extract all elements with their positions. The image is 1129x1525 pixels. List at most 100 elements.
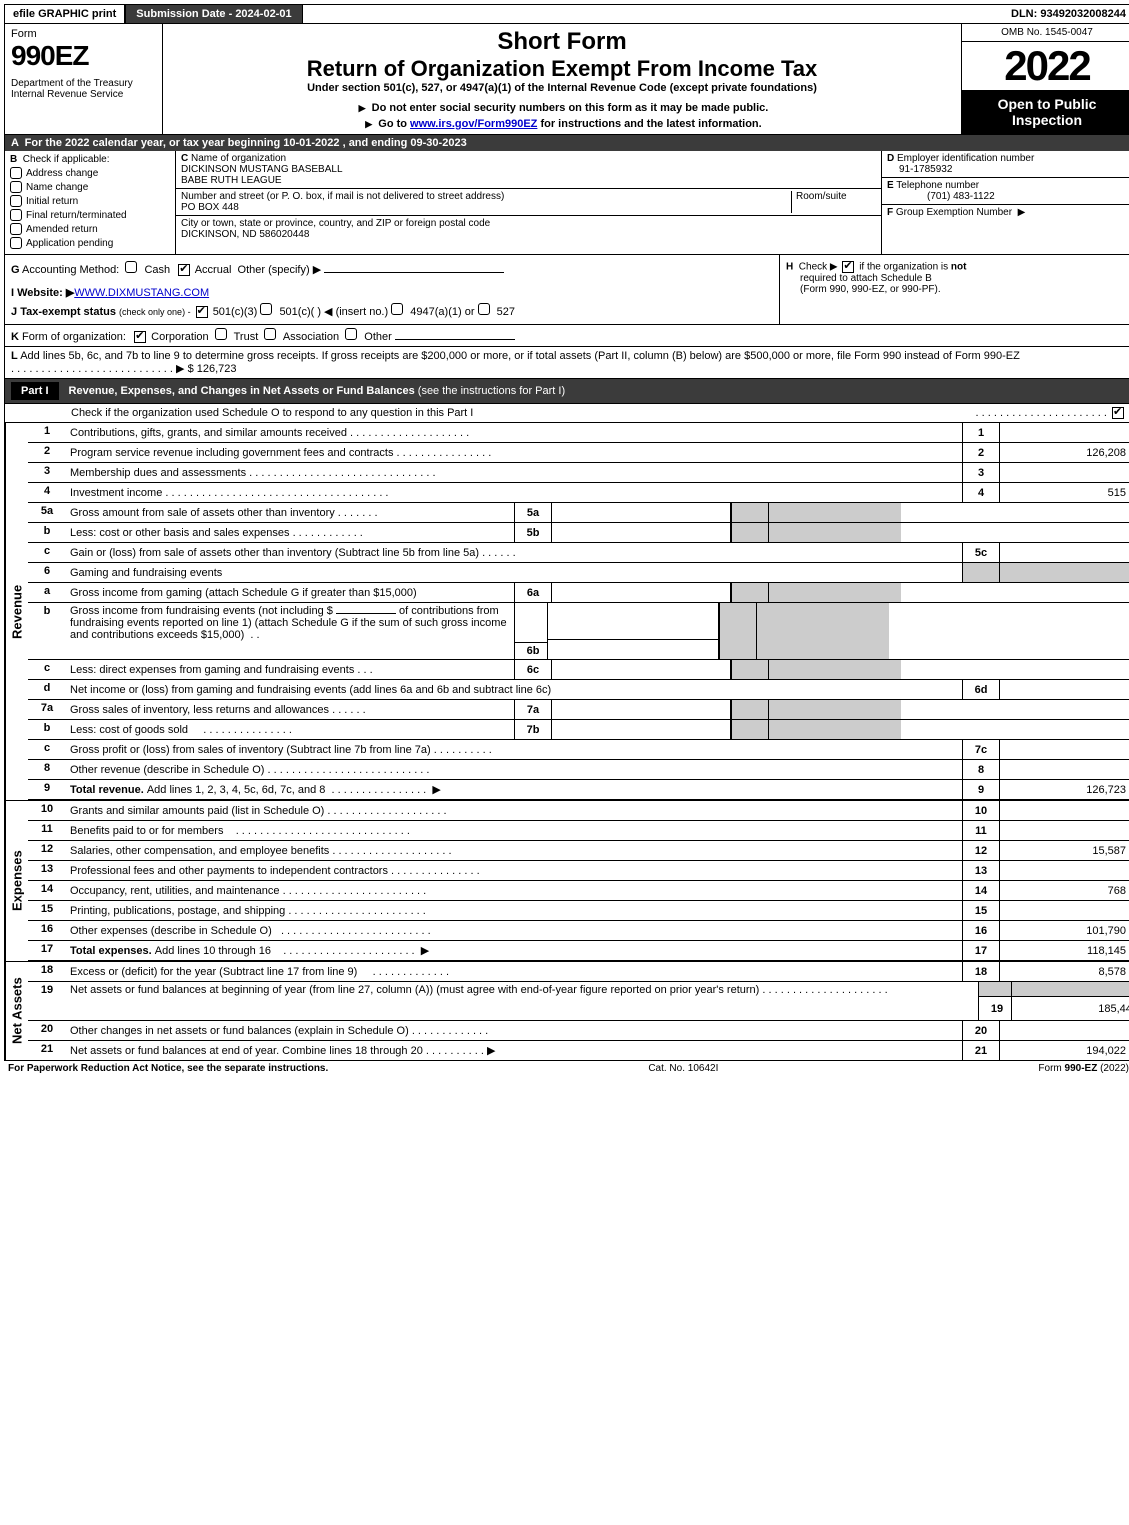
line-6b: b Gross income from fundraising events (… (28, 603, 1129, 660)
part-1-header: Part I Revenue, Expenses, and Changes in… (4, 379, 1129, 404)
revenue-section: Revenue 1 Contributions, gifts, grants, … (4, 423, 1129, 800)
checkbox-name-change[interactable] (10, 181, 22, 193)
line-21: 21 Net assets or fund balances at end of… (28, 1041, 1129, 1060)
checkbox-accrual[interactable] (178, 264, 190, 276)
row-k: K Form of organization: Corporation Trus… (4, 325, 1129, 347)
subtitle: Under section 501(c), 527, or 4947(a)(1)… (169, 82, 955, 94)
column-def: D Employer identification number 91-1785… (881, 151, 1129, 254)
line-9: 9 Total revenue. Add lines 1, 2, 3, 4, 5… (28, 780, 1129, 800)
checkbox-schedule-b[interactable] (842, 261, 854, 273)
column-b: B Check if applicable: Address change Na… (5, 151, 176, 254)
line-5b: b Less: cost or other basis and sales ex… (28, 523, 1129, 543)
top-bar: efile GRAPHIC print Submission Date - 20… (4, 4, 1129, 24)
catalog-number: Cat. No. 10642I (648, 1063, 718, 1074)
tax-year: 2022 (962, 42, 1129, 90)
net-assets-section: Net Assets 18 Excess or (deficit) for th… (4, 961, 1129, 1061)
form-footer-label: Form 990-EZ (2022) (1038, 1063, 1129, 1074)
department-label: Department of the Treasury Internal Reve… (11, 78, 156, 100)
line-11: 11 Benefits paid to or for members . . .… (28, 821, 1129, 841)
checkbox-initial-return[interactable] (10, 195, 22, 207)
checkbox-cash[interactable] (125, 261, 137, 273)
page-footer: For Paperwork Reduction Act Notice, see … (4, 1061, 1129, 1076)
line-5c: c Gain or (loss) from sale of assets oth… (28, 543, 1129, 563)
warning-2: Go to www.irs.gov/Form990EZ for instruct… (169, 118, 955, 130)
form-header: Form 990EZ Department of the Treasury In… (4, 24, 1129, 135)
header-left: Form 990EZ Department of the Treasury In… (5, 24, 163, 134)
omb-number: OMB No. 1545-0047 (962, 24, 1129, 42)
line-5a: 5a Gross amount from sale of assets othe… (28, 503, 1129, 523)
column-c: C Name of organization DICKINSON MUSTANG… (176, 151, 881, 254)
line-7a: 7a Gross sales of inventory, less return… (28, 700, 1129, 720)
line-13: 13 Professional fees and other payments … (28, 861, 1129, 881)
line-20: 20 Other changes in net assets or fund b… (28, 1021, 1129, 1041)
checkbox-corporation[interactable] (134, 331, 146, 343)
line-10: 10 Grants and similar amounts paid (list… (28, 801, 1129, 821)
part-1-check: Check if the organization used Schedule … (4, 404, 1129, 423)
line-7c: c Gross profit or (loss) from sales of i… (28, 740, 1129, 760)
line-3: 3 Membership dues and assessments . . . … (28, 463, 1129, 483)
section-bcdef: B Check if applicable: Address change Na… (4, 151, 1129, 255)
form-number: 990EZ (11, 40, 156, 72)
org-name: DICKINSON MUSTANG BASEBALL BABE RUTH LEA… (181, 164, 343, 186)
dln-label: DLN: 93492032008244 (1005, 5, 1129, 23)
checkbox-final-return[interactable] (10, 209, 22, 221)
expenses-section: Expenses 10 Grants and similar amounts p… (4, 800, 1129, 961)
open-to-public: Open to Public Inspection (962, 90, 1129, 134)
org-address: PO BOX 448 (181, 202, 239, 213)
top-left: efile GRAPHIC print Submission Date - 20… (5, 5, 303, 23)
form-word: Form (11, 28, 156, 40)
org-city: DICKINSON, ND 586020448 (181, 229, 309, 240)
net-assets-side-label: Net Assets (5, 962, 28, 1060)
line-8: 8 Other revenue (describe in Schedule O)… (28, 760, 1129, 780)
accounting-method: G Accounting Method: Cash Accrual Other … (5, 255, 779, 324)
short-form-title: Short Form (169, 28, 955, 56)
phone-value: (701) 483-1122 (887, 191, 995, 202)
checkbox-schedule-o[interactable] (1112, 407, 1124, 419)
line-17: 17 Total expenses. Add lines 10 through … (28, 941, 1129, 961)
checkbox-501c[interactable] (260, 303, 272, 315)
checkbox-trust[interactable] (215, 328, 227, 340)
checkbox-other[interactable] (345, 328, 357, 340)
header-center: Short Form Return of Organization Exempt… (163, 24, 962, 134)
line-16: 16 Other expenses (describe in Schedule … (28, 921, 1129, 941)
revenue-side-label: Revenue (5, 423, 28, 800)
line-7b: b Less: cost of goods sold . . . . . . .… (28, 720, 1129, 740)
header-right: OMB No. 1545-0047 2022 Open to Public In… (962, 24, 1129, 134)
irs-link[interactable]: www.irs.gov/Form990EZ (410, 118, 537, 130)
line-12: 12 Salaries, other compensation, and emp… (28, 841, 1129, 861)
paperwork-notice: For Paperwork Reduction Act Notice, see … (8, 1063, 328, 1074)
arrow-icon (362, 118, 375, 130)
submission-date-button[interactable]: Submission Date - 2024-02-01 (126, 5, 302, 23)
arrow-icon (356, 102, 369, 114)
line-2: 2 Program service revenue including gove… (28, 443, 1129, 463)
row-a-period: A For the 2022 calendar year, or tax yea… (4, 135, 1129, 151)
checkbox-association[interactable] (264, 328, 276, 340)
gross-receipts-amount: $ 126,723 (188, 363, 237, 375)
return-title: Return of Organization Exempt From Incom… (169, 56, 955, 82)
arrow-icon: ▶ (1018, 207, 1026, 218)
line-19: 19 Net assets or fund balances at beginn… (28, 982, 1129, 1021)
ein-value: 91-1785932 (887, 164, 952, 175)
line-14: 14 Occupancy, rent, utilities, and maint… (28, 881, 1129, 901)
row-l: L Add lines 5b, 6c, and 7b to line 9 to … (4, 347, 1129, 379)
line-15: 15 Printing, publications, postage, and … (28, 901, 1129, 921)
line-18: 18 Excess or (deficit) for the year (Sub… (28, 962, 1129, 982)
line-6c: c Less: direct expenses from gaming and … (28, 660, 1129, 680)
line-1: 1 Contributions, gifts, grants, and simi… (28, 423, 1129, 443)
checkbox-application-pending[interactable] (10, 237, 22, 249)
checkbox-527[interactable] (478, 303, 490, 315)
website-link[interactable]: WWW.DIXMUSTANG.COM (74, 287, 209, 299)
checkbox-amended-return[interactable] (10, 223, 22, 235)
checkbox-4947[interactable] (391, 303, 403, 315)
checkbox-501c3[interactable] (196, 306, 208, 318)
checkbox-address-change[interactable] (10, 167, 22, 179)
line-6d: d Net income or (loss) from gaming and f… (28, 680, 1129, 700)
expenses-side-label: Expenses (5, 801, 28, 961)
row-gh: G Accounting Method: Cash Accrual Other … (4, 255, 1129, 325)
line-4: 4 Investment income . . . . . . . . . . … (28, 483, 1129, 503)
efile-print-button[interactable]: efile GRAPHIC print (5, 5, 126, 23)
line-6: 6 Gaming and fundraising events (28, 563, 1129, 583)
room-suite: Room/suite (791, 191, 876, 213)
warning-1: Do not enter social security numbers on … (169, 102, 955, 114)
part-1-label: Part I (11, 382, 59, 400)
